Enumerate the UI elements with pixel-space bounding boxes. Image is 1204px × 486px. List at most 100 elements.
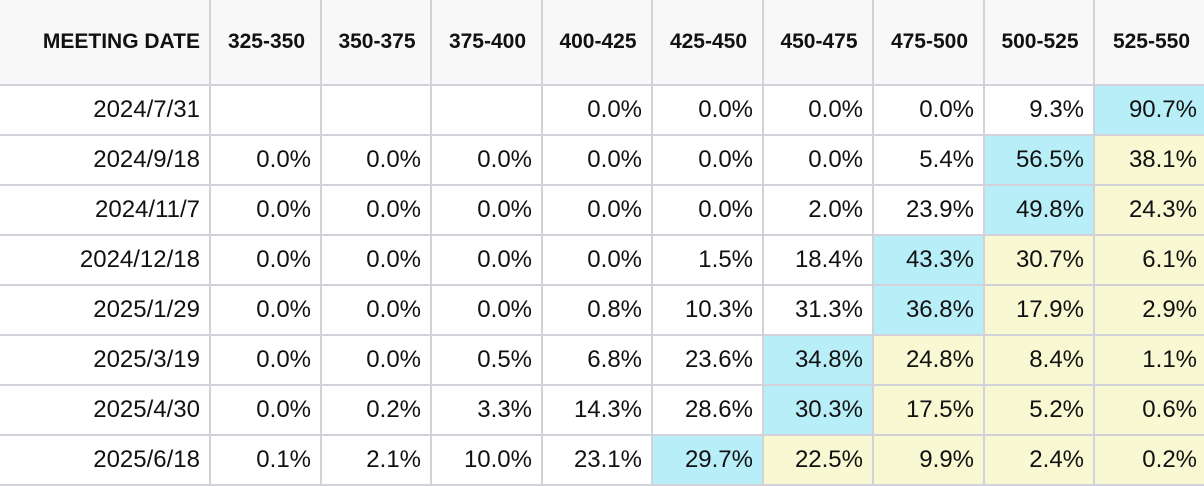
meeting-date-cell: 2024/9/18	[0, 134, 211, 186]
probability-cell: 9.3%	[983, 84, 1095, 136]
probability-cell: 34.8%	[762, 334, 874, 386]
probability-cell: 29.7%	[651, 434, 764, 486]
probability-cell: 0.0%	[320, 234, 432, 286]
probability-cell: 2.4%	[983, 434, 1095, 486]
header-rate-range[interactable]: 525-550	[1093, 0, 1204, 86]
probability-cell: 10.0%	[430, 434, 543, 486]
probability-cell: 0.0%	[430, 134, 543, 186]
probability-cell: 0.0%	[430, 184, 543, 236]
probability-cell: 6.8%	[541, 334, 653, 386]
table-row: 2025/6/18 0.1% 2.1% 10.0% 23.1% 29.7% 22.5% 9.9…	[0, 434, 1204, 486]
table-row: 2024/11/7 0.0% 0.0% 0.0% 0.0% 0.0% 2.0% 23.9% 49…	[0, 184, 1204, 236]
probability-cell: 14.3%	[541, 384, 653, 436]
probability-cell: 49.8%	[983, 184, 1095, 236]
meeting-date-cell: 2025/6/18	[0, 434, 211, 486]
table-row: 2024/7/31 0.0% 0.0% 0.0% 0.0% 9.3% 90.7%	[0, 84, 1204, 136]
probability-cell: 2.1%	[320, 434, 432, 486]
probability-cell: 28.6%	[651, 384, 764, 436]
probability-cell: 17.5%	[872, 384, 985, 436]
probability-cell: 23.6%	[651, 334, 764, 386]
probability-cell: 1.1%	[1093, 334, 1204, 386]
probability-cell: 0.0%	[541, 234, 653, 286]
probability-cell: 0.0%	[209, 284, 322, 336]
probability-cell: 0.0%	[430, 234, 543, 286]
probability-cell: 0.0%	[209, 234, 322, 286]
probability-cell: 30.7%	[983, 234, 1095, 286]
probability-cell: 43.3%	[872, 234, 985, 286]
probability-cell: 0.0%	[541, 84, 653, 136]
probability-cell: 90.7%	[1093, 84, 1204, 136]
probability-cell: 0.8%	[541, 284, 653, 336]
probability-cell: 56.5%	[983, 134, 1095, 186]
probability-cell: 0.0%	[430, 284, 543, 336]
probability-cell: 23.1%	[541, 434, 653, 486]
table-row: 2025/1/29 0.0% 0.0% 0.0% 0.8% 10.3% 31.3% 36.8%…	[0, 284, 1204, 336]
probability-cell: 24.8%	[872, 334, 985, 386]
probability-cell: 31.3%	[762, 284, 874, 336]
probability-cell: 5.4%	[872, 134, 985, 186]
probability-cell: 0.0%	[762, 84, 874, 136]
header-rate-range[interactable]: 325-350	[209, 0, 322, 86]
probability-cell: 0.0%	[209, 384, 322, 436]
meeting-date-cell: 2025/1/29	[0, 284, 211, 336]
meeting-date-cell: 2024/7/31	[0, 84, 211, 136]
probability-cell: 0.0%	[541, 134, 653, 186]
header-rate-range[interactable]: 500-525	[983, 0, 1095, 86]
header-rate-range[interactable]: 400-425	[541, 0, 653, 86]
header-rate-range[interactable]: 350-375	[320, 0, 432, 86]
table-body: 2024/7/31 0.0% 0.0% 0.0% 0.0% 9.3% 90.7% 2024/9…	[0, 84, 1204, 486]
probability-cell: 9.9%	[872, 434, 985, 486]
probability-cell: 18.4%	[762, 234, 874, 286]
probability-cell	[430, 84, 543, 136]
table-row: 2024/9/18 0.0% 0.0% 0.0% 0.0% 0.0% 0.0% 5.4% 56.…	[0, 134, 1204, 186]
probability-cell: 3.3%	[430, 384, 543, 436]
probability-cell: 0.0%	[209, 184, 322, 236]
probability-cell: 0.0%	[651, 84, 764, 136]
probability-cell: 22.5%	[762, 434, 874, 486]
probability-cell: 0.5%	[430, 334, 543, 386]
header-rate-range[interactable]: 375-400	[430, 0, 543, 86]
probability-cell: 0.0%	[320, 334, 432, 386]
probability-cell: 0.0%	[872, 84, 985, 136]
header-rate-range[interactable]: 475-500	[872, 0, 985, 86]
probability-cell: 0.0%	[541, 184, 653, 236]
probability-cell: 36.8%	[872, 284, 985, 336]
meeting-date-cell: 2024/12/18	[0, 234, 211, 286]
table-row: 2025/3/19 0.0% 0.0% 0.5% 6.8% 23.6% 34.8% 24.8%…	[0, 334, 1204, 386]
probability-cell: 5.2%	[983, 384, 1095, 436]
probability-cell: 1.5%	[651, 234, 764, 286]
probability-cell: 0.0%	[762, 134, 874, 186]
probability-cell: 2.0%	[762, 184, 874, 236]
probability-cell: 2.9%	[1093, 284, 1204, 336]
probability-cell: 0.0%	[651, 184, 764, 236]
probability-cell: 0.1%	[209, 434, 322, 486]
probability-cell: 38.1%	[1093, 134, 1204, 186]
probability-cell: 23.9%	[872, 184, 985, 236]
probability-cell: 0.6%	[1093, 384, 1204, 436]
probability-cell	[209, 84, 322, 136]
header-rate-range[interactable]: 425-450	[651, 0, 764, 86]
probability-cell: 10.3%	[651, 284, 764, 336]
probability-cell: 0.2%	[1093, 434, 1204, 486]
probability-cell	[320, 84, 432, 136]
probability-cell: 0.0%	[320, 184, 432, 236]
probability-cell: 8.4%	[983, 334, 1095, 386]
probability-cell: 30.3%	[762, 384, 874, 436]
header-meeting-date[interactable]: MEETING DATE	[0, 0, 211, 86]
meeting-date-cell: 2024/11/7	[0, 184, 211, 236]
meeting-date-cell: 2025/3/19	[0, 334, 211, 386]
meeting-date-cell: 2025/4/30	[0, 384, 211, 436]
probability-cell: 0.0%	[209, 134, 322, 186]
probability-cell: 0.2%	[320, 384, 432, 436]
probability-cell: 0.0%	[651, 134, 764, 186]
table-row: 2025/4/30 0.0% 0.2% 3.3% 14.3% 28.6% 30.3% 17.5…	[0, 384, 1204, 436]
probability-cell: 6.1%	[1093, 234, 1204, 286]
probability-cell: 24.3%	[1093, 184, 1204, 236]
header-rate-range[interactable]: 450-475	[762, 0, 874, 86]
probability-cell: 0.0%	[320, 134, 432, 186]
table-header-row: MEETING DATE 325-350 350-375 375-400 400…	[0, 0, 1204, 86]
probability-cell: 17.9%	[983, 284, 1095, 336]
table-row: 2024/12/18 0.0% 0.0% 0.0% 0.0% 1.5% 18.4% 43.3%…	[0, 234, 1204, 286]
probability-cell: 0.0%	[209, 334, 322, 386]
